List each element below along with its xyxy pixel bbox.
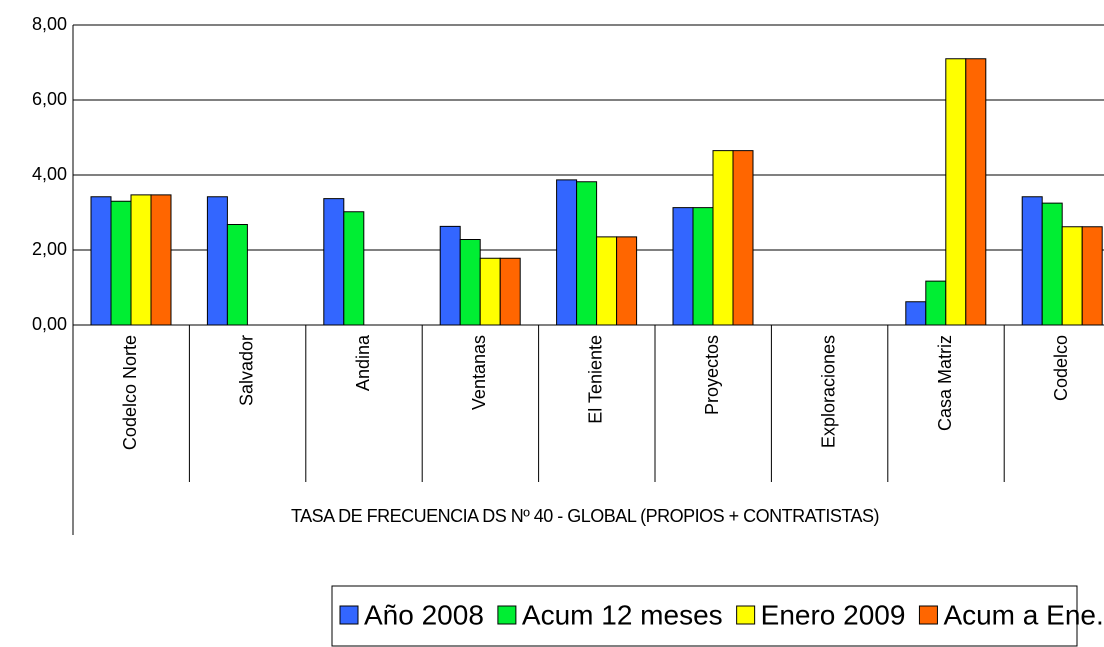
legend-label: Año 2008 [364,599,484,630]
x-tick-label: Proyectos [702,335,722,415]
x-tick-label: Codelco Norte [120,335,140,450]
y-tick-label: 4,00 [32,164,67,184]
bar [343,211,365,326]
bar [206,196,228,326]
bar [1041,202,1063,326]
x-tick-label: El Teniente [586,335,606,424]
x-tick-label: Andina [353,334,373,391]
bar [616,236,638,326]
x-tick-label: Casa Matriz [935,335,955,431]
bar [90,196,112,326]
y-tick-label: 0,00 [32,314,67,334]
bar [712,150,734,326]
bar [499,257,521,326]
bar [439,225,461,326]
bar [130,194,152,326]
bar [692,207,714,326]
y-tick-label: 2,00 [32,239,67,259]
x-axis-title: TASA DE FRECUENCIA DS Nº 40 - GLOBAL (PR… [291,506,879,526]
bar [596,236,618,326]
bar [323,198,345,326]
bar [576,181,598,326]
x-tick-label: Codelco [1051,335,1071,401]
bar [1061,226,1083,326]
x-tick-label: Exploraciones [818,335,838,448]
x-tick-label: Salvador [236,335,256,406]
legend-swatch [339,605,359,625]
bar [1021,196,1043,326]
legend-label: Acum a Ene. 2009 [943,599,1104,630]
legend-label: Enero 2009 [761,599,906,630]
bar [905,301,927,326]
bar [110,200,132,326]
bar [732,150,754,326]
bar [672,207,694,326]
bar [459,239,481,326]
bar [479,257,501,326]
bar [150,194,172,326]
x-tick-label: Ventanas [469,335,489,410]
legend-swatch [497,605,517,625]
legend-box [331,585,1078,647]
legend-swatch [918,605,938,625]
bar [945,58,967,326]
legend-swatch [736,605,756,625]
bar [965,58,987,326]
bar [556,179,578,326]
bar [226,224,248,326]
y-tick-label: 8,00 [32,14,67,34]
legend-label: Acum 12 meses [522,599,723,630]
bar [925,280,947,326]
bar [1081,226,1103,326]
y-tick-label: 6,00 [32,89,67,109]
